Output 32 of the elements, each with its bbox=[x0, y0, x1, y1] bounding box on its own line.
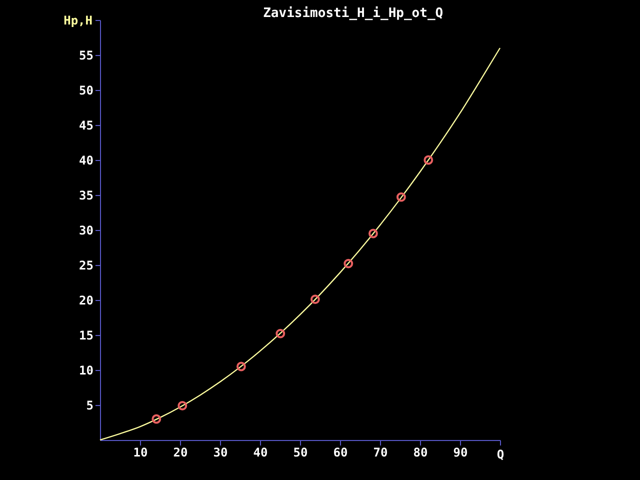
x-tick-label: 70 bbox=[373, 446, 388, 460]
y-tick-label: 10 bbox=[79, 364, 94, 378]
point bbox=[178, 401, 188, 410]
point bbox=[396, 192, 406, 202]
y-tick-label: 50 bbox=[79, 84, 94, 98]
x-tick-label: 90 bbox=[453, 446, 468, 460]
y-tick-label: 35 bbox=[79, 188, 94, 202]
x-tick-label: 50 bbox=[293, 446, 308, 460]
y-tick-label: 20 bbox=[79, 294, 94, 308]
point bbox=[368, 228, 378, 238]
x-tick-label: 10 bbox=[133, 446, 148, 460]
y-tick-label: 55 bbox=[79, 48, 94, 62]
y-tick-label: 5 bbox=[86, 398, 94, 412]
y-tick-label: 40 bbox=[79, 154, 94, 168]
x-tick-label: 30 bbox=[213, 446, 228, 460]
x-tick-label: 80 bbox=[413, 446, 428, 460]
x-tick-label: 20 bbox=[173, 446, 188, 460]
y-tick-label: 45 bbox=[79, 118, 94, 132]
x-axis-title: Q bbox=[496, 448, 504, 462]
chart-title: Zavisimosti_H_i_Hp_ot_Q bbox=[263, 6, 444, 21]
point bbox=[152, 414, 162, 424]
x-tick-label: 60 bbox=[333, 446, 348, 460]
point bbox=[344, 258, 354, 268]
point bbox=[276, 328, 286, 338]
y-axis-title: Hp,H bbox=[64, 14, 92, 28]
y-tick-label: 15 bbox=[79, 328, 94, 342]
y-tick-label: 30 bbox=[79, 224, 94, 238]
x-tick-label: 40 bbox=[253, 446, 268, 460]
point bbox=[310, 294, 320, 304]
y-tick-label: 25 bbox=[79, 258, 94, 272]
point bbox=[236, 362, 246, 372]
point bbox=[424, 155, 434, 165]
